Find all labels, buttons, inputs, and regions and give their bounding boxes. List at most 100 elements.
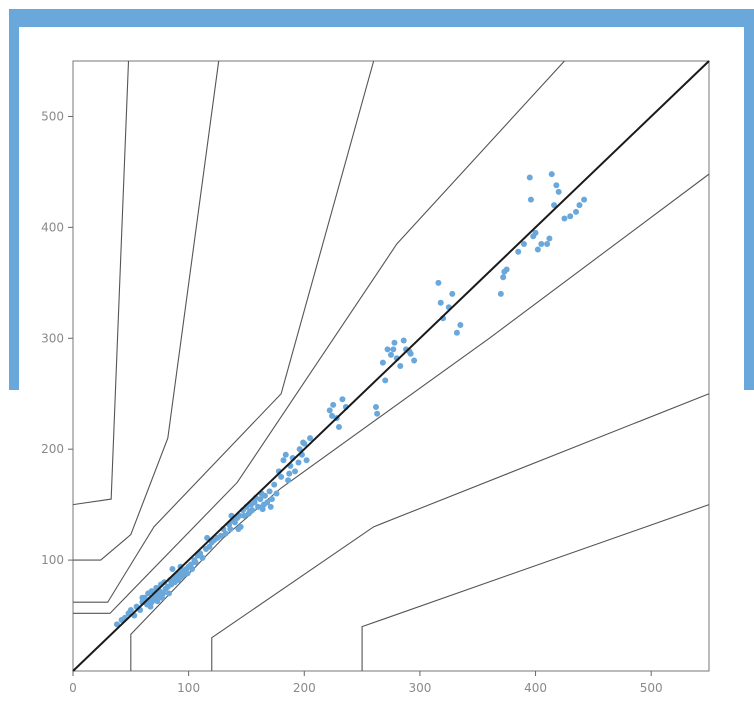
x-tick-label: 0	[69, 681, 77, 695]
data-point	[199, 554, 206, 561]
data-point	[437, 299, 444, 306]
data-point	[500, 274, 507, 281]
data-point	[160, 590, 167, 597]
data-point	[189, 565, 196, 572]
data-point	[384, 346, 391, 353]
data-point	[561, 215, 568, 222]
data-point	[278, 473, 285, 480]
data-point	[551, 202, 558, 209]
data-point	[526, 174, 533, 181]
data-point	[330, 401, 337, 408]
data-point	[534, 246, 541, 253]
data-point	[267, 503, 274, 510]
data-point	[257, 496, 264, 503]
data-point	[390, 346, 397, 353]
data-point	[555, 188, 562, 195]
data-point	[546, 235, 553, 242]
data-point	[285, 477, 292, 484]
data-point	[457, 321, 464, 328]
data-point	[497, 290, 504, 297]
data-point	[165, 590, 172, 597]
data-point	[379, 359, 386, 366]
data-point	[231, 519, 238, 526]
x-tick-label: 200	[293, 681, 316, 695]
y-axis: 100 200 300 400 500	[41, 109, 73, 567]
data-point	[388, 351, 394, 358]
y-tick-label: 200	[41, 442, 64, 456]
data-point	[222, 530, 229, 537]
data-point	[335, 424, 342, 430]
data-point	[206, 543, 213, 550]
data-point	[553, 182, 560, 189]
data-point	[169, 565, 176, 572]
data-point	[236, 512, 243, 519]
x-tick-label: 100	[177, 681, 200, 695]
data-point	[538, 241, 545, 247]
identity-line	[72, 60, 710, 672]
y-tick-label: 100	[41, 553, 64, 567]
zone-line-4	[73, 60, 565, 614]
data-point	[391, 339, 398, 346]
data-point	[296, 446, 303, 453]
zone-line-1	[72, 60, 130, 506]
data-point	[329, 412, 336, 419]
y-tick-label: 500	[41, 109, 64, 123]
data-point	[241, 512, 248, 519]
data-point	[218, 532, 225, 539]
data-point	[435, 279, 442, 286]
data-point	[520, 241, 527, 247]
data-point	[449, 290, 456, 297]
data-point	[127, 607, 134, 613]
zone-line-6	[211, 393, 710, 671]
data-point	[280, 457, 287, 464]
data-point	[307, 435, 314, 442]
data-point	[266, 488, 273, 495]
data-point	[273, 490, 280, 497]
data-point	[197, 550, 204, 557]
zone-line-7	[361, 504, 710, 671]
data-point	[544, 241, 551, 247]
data-point	[268, 496, 275, 503]
data-point	[227, 526, 234, 533]
frame-left-bar	[9, 9, 19, 390]
data-point	[184, 570, 191, 577]
x-tick-label: 400	[524, 681, 547, 695]
data-point	[339, 396, 346, 403]
data-point	[326, 407, 333, 414]
y-tick-label: 400	[41, 220, 64, 234]
data-point	[548, 171, 555, 178]
data-point	[292, 468, 299, 475]
data-point	[411, 357, 418, 364]
data-point	[261, 492, 268, 499]
data-point	[271, 481, 278, 488]
data-point	[372, 404, 379, 411]
data-point	[264, 499, 271, 506]
data-point	[532, 229, 539, 236]
data-point	[374, 410, 381, 417]
data-point	[300, 439, 307, 446]
data-point	[113, 621, 120, 628]
data-point	[246, 508, 253, 515]
data-point	[453, 329, 460, 336]
data-point	[192, 559, 199, 566]
data-point	[255, 503, 262, 510]
data-point	[382, 377, 389, 384]
y-tick-label: 300	[41, 331, 64, 345]
data-point	[501, 268, 508, 275]
data-point	[573, 208, 580, 215]
data-point	[259, 506, 266, 513]
frame-right-bar	[744, 9, 754, 390]
data-point	[303, 457, 310, 464]
x-tick-label: 300	[408, 681, 431, 695]
data-point	[139, 594, 146, 601]
data-point	[282, 451, 289, 458]
data-point	[515, 248, 522, 255]
frame-top-bar	[9, 9, 754, 27]
x-axis: 0 100 200 300 400 500	[69, 671, 663, 695]
data-point	[235, 526, 242, 533]
data-point	[286, 470, 293, 477]
zone-line-3	[73, 60, 375, 603]
data-point	[576, 202, 583, 209]
data-point	[400, 337, 407, 344]
